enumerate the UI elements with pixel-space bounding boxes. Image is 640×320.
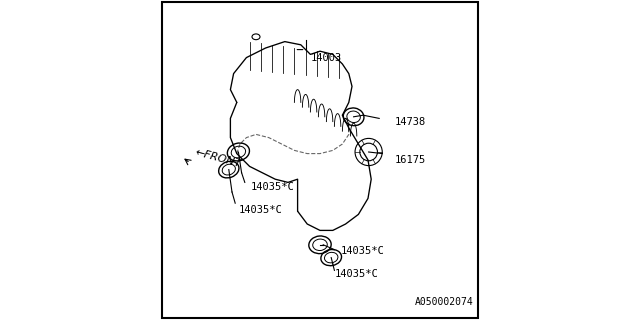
Text: 14738: 14738	[396, 116, 426, 127]
Text: A050002074: A050002074	[415, 297, 474, 307]
Text: 14035*C: 14035*C	[239, 204, 282, 215]
Text: 14035*C: 14035*C	[334, 268, 378, 279]
Text: 14035*C: 14035*C	[251, 182, 295, 192]
Text: 14003: 14003	[310, 52, 342, 63]
Text: 14035*C: 14035*C	[340, 246, 385, 256]
Text: 16175: 16175	[396, 155, 426, 165]
Text: ←FRONT: ←FRONT	[193, 148, 242, 169]
